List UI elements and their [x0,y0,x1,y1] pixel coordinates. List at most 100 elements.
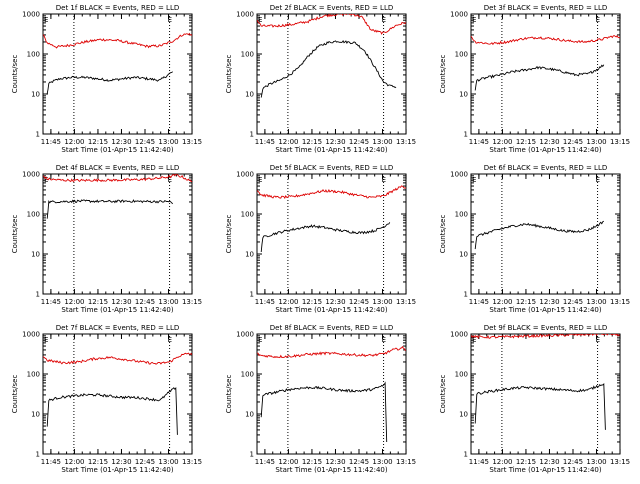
plot-frame [470,333,621,455]
y-tick-label: 10 [245,411,254,419]
detector-plot-6: Det 6f BLACK = Events, RED = LLD 1 10 100 10… [439,164,630,314]
y-tick-label: 10 [31,91,40,99]
x-tick-label: 13:15 [182,138,202,146]
y-axis-label: Counts/sec [439,375,447,414]
y-tick-label: 100 [241,51,254,59]
y-tick-label: 1000 [22,171,40,179]
x-tick-label: 12:45 [349,138,369,146]
series-line-lld [471,35,620,46]
x-axis-label: Start Time (01-Apr-15 11:42:40) [275,466,387,474]
x-tick-label: 12:45 [135,138,155,146]
plot-frame [42,173,193,295]
y-axis-label: Counts/sec [225,55,233,94]
y-tick-label: 100 [455,371,468,379]
y-tick-label: 1 [36,291,40,299]
x-tick-label: 12:45 [563,298,583,306]
x-axis-label: Start Time (01-Apr-15 11:42:40) [275,306,387,314]
x-axis-label: Start Time (01-Apr-15 11:42:40) [61,466,173,474]
series-line-lld [257,345,406,359]
x-tick-label: 12:00 [492,138,512,146]
series-line-lld [43,352,192,365]
y-tick-label: 100 [241,371,254,379]
x-tick-label: 12:45 [135,298,155,306]
x-tick-label: 12:15 [516,298,536,306]
marker-e-label: E [44,176,48,184]
x-tick-label: 12:30 [325,298,345,306]
x-tick-label: 11:45 [255,298,275,306]
y-axis-label: Counts/sec [439,215,447,254]
x-tick-label: 12:15 [88,298,108,306]
x-tick-label: 12:30 [325,458,345,466]
y-tick-label: 100 [455,211,468,219]
series-line-events [474,220,605,250]
series-line-events [260,381,388,443]
x-tick-label: 11:45 [469,458,489,466]
y-axis-label: Counts/sec [225,375,233,414]
x-tick-label: 13:00 [372,298,392,306]
x-tick-label: 12:15 [516,458,536,466]
plot-frame [42,333,193,455]
x-tick-label: 12:30 [111,458,131,466]
x-tick-label: 13:00 [158,298,178,306]
series-line-events [474,383,606,430]
detector-plot-4: Det 4f BLACK = Events, RED = LLD 1 10 100 10… [11,164,202,314]
x-tick-label: 12:30 [539,298,559,306]
x-tick-label: 11:45 [255,458,275,466]
detector-plot-9: Det 9f BLACK = Events, RED = LLD 1 10 100 10… [439,324,630,474]
x-tick-label: 12:45 [349,458,369,466]
y-tick-label: 1000 [236,171,254,179]
plot-title: Det 8f BLACK = Events, RED = LLD [270,324,393,332]
series-line-lld [43,32,192,49]
x-tick-label: 12:00 [492,298,512,306]
x-axis-label: Start Time (01-Apr-15 11:42:40) [489,146,601,154]
y-tick-label: 10 [31,251,40,259]
plot-title: Det 9f BLACK = Events, RED = LLD [484,324,607,332]
y-tick-label: 1 [464,291,468,299]
x-tick-label: 12:45 [563,138,583,146]
y-tick-label: 1 [36,131,40,139]
x-tick-label: 11:45 [255,138,275,146]
x-tick-label: 12:15 [516,138,536,146]
plot-title: Det 3f BLACK = Events, RED = LLD [484,4,607,12]
plot-title: Det 5f BLACK = Events, RED = LLD [270,164,393,172]
x-tick-label: 13:15 [610,138,630,146]
x-tick-label: 13:00 [372,458,392,466]
x-tick-label: 12:45 [563,458,583,466]
x-tick-label: 11:45 [41,298,61,306]
plot-frame [256,173,407,295]
y-tick-label: 10 [459,251,468,259]
y-tick-label: 100 [27,211,40,219]
y-axis-label: Counts/sec [439,55,447,94]
x-axis-label: Start Time (01-Apr-15 11:42:40) [489,306,601,314]
plot-frame [42,13,193,135]
x-tick-label: 13:15 [610,298,630,306]
detector-plot-3: Det 3f BLACK = Events, RED = LLD 1 10 100 10… [439,4,630,154]
plot-title: Det 7f BLACK = Events, RED = LLD [56,324,179,332]
y-tick-label: 1 [464,131,468,139]
plot-frame [256,13,407,135]
x-axis-label: Start Time (01-Apr-15 11:42:40) [489,466,601,474]
y-tick-label: 1 [250,131,254,139]
marker-e-label: E [472,16,476,24]
x-tick-label: 13:00 [586,458,606,466]
y-tick-label: 1 [464,451,468,459]
y-tick-label: 100 [455,51,468,59]
x-tick-label: 12:30 [539,458,559,466]
x-tick-label: 12:15 [88,138,108,146]
x-axis-label: Start Time (01-Apr-15 11:42:40) [61,146,173,154]
detector-plot-1: Det 1f BLACK = Events, RED = LLD 1 10 100 10… [11,4,202,154]
marker-e-label: E [258,336,262,344]
y-axis-label: Counts/sec [225,215,233,254]
series-line-events [260,222,391,253]
y-tick-label: 10 [459,411,468,419]
x-tick-label: 13:15 [182,458,202,466]
detector-plot-2: Det 2f BLACK = Events, RED = LLD 1 10 100 10… [225,4,416,154]
x-tick-label: 12:15 [302,298,322,306]
x-tick-label: 13:15 [396,138,416,146]
x-tick-label: 12:45 [135,458,155,466]
x-tick-label: 12:30 [325,138,345,146]
y-tick-label: 1 [250,451,254,459]
plot-title: Det 2f BLACK = Events, RED = LLD [270,4,393,12]
